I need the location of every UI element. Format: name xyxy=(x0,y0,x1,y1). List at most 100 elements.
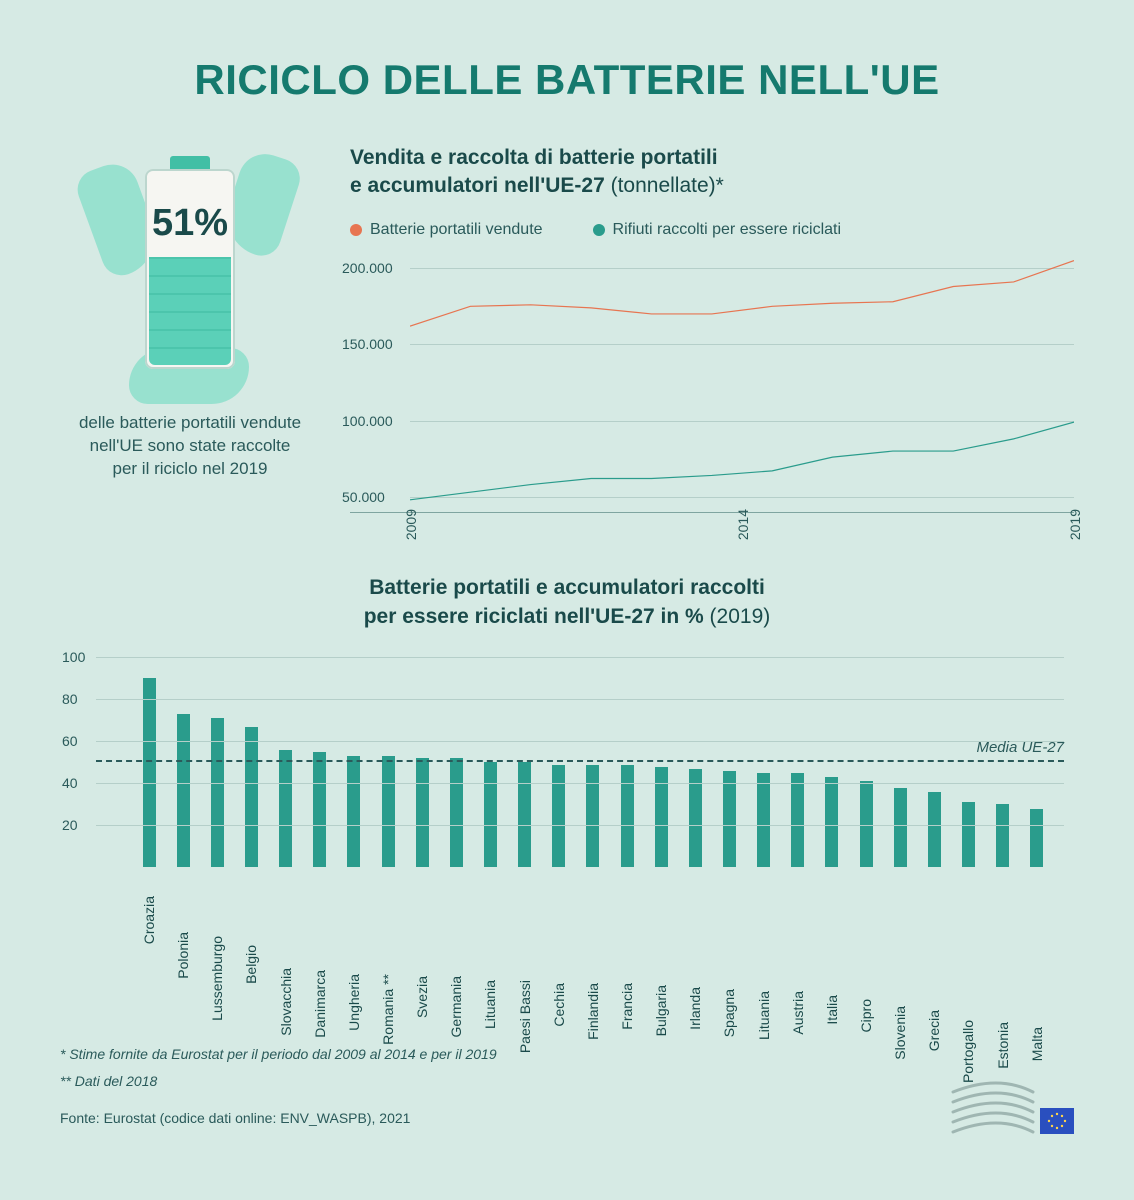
bar-label: Irlanda xyxy=(687,987,703,1030)
top-row: 51% delle batterie portatili vendute nel… xyxy=(60,144,1074,513)
bar-chart: CroaziaPoloniaLussemburgoBelgioSlovacchi… xyxy=(60,657,1074,987)
bar-slot: Portogallo xyxy=(951,802,985,867)
bar xyxy=(825,777,838,867)
bar-slot: Germania xyxy=(439,758,473,867)
bar-slot: Svezia xyxy=(405,758,439,867)
line-chart: 50.000100.000150.000200.000200920142019 xyxy=(350,253,1074,513)
legend-collected: Rifiuti raccolti per essere riciclati xyxy=(593,221,842,239)
bar-slot: Cechia xyxy=(542,765,576,868)
source-line: Fonte: Eurostat (codice dati online: ENV… xyxy=(60,1105,1074,1132)
bar xyxy=(382,756,395,867)
bar-slot: Francia xyxy=(610,765,644,868)
bar-label: Lituania xyxy=(756,991,772,1040)
bar-slot: Finlandia xyxy=(576,765,610,868)
bar-chart-title: Batterie portatili e accumulatori raccol… xyxy=(60,573,1074,632)
bar-label: Austria xyxy=(790,991,806,1035)
bar xyxy=(860,781,873,867)
bar-slot: Danimarca xyxy=(303,752,337,868)
footnote-1: * Stime fornite da Eurostat per il perio… xyxy=(60,1041,1074,1068)
bar-slot: Italia xyxy=(815,777,849,867)
bar xyxy=(518,762,531,867)
bar-slot: Paesi Bassi xyxy=(508,762,542,867)
line-chart-x-label: 2014 xyxy=(735,509,751,540)
bar-slot: Malta xyxy=(1020,809,1054,868)
footnotes: * Stime fornite da Eurostat per il perio… xyxy=(60,1041,1074,1131)
bar xyxy=(655,767,668,868)
legend-sold: Batterie portatili vendute xyxy=(350,221,543,239)
bar xyxy=(416,758,429,867)
bar-slot: Bulgaria xyxy=(644,767,678,868)
avg-line xyxy=(96,760,1064,762)
bar xyxy=(928,792,941,868)
bar-slot: Slovacchia xyxy=(269,750,303,868)
bar-label: Romania ** xyxy=(380,974,396,1045)
bar-slot: Croazia xyxy=(132,678,166,867)
bar-label: Grecia xyxy=(926,1010,942,1051)
bar-label: Slovacchia xyxy=(278,968,294,1036)
bar xyxy=(143,678,156,867)
battery-icon: 51% xyxy=(95,144,285,394)
bar-slot: Ungheria xyxy=(337,756,371,867)
bar-label: Paesi Bassi xyxy=(517,980,533,1053)
bar xyxy=(586,765,599,868)
bar-chart-y-label: 80 xyxy=(62,691,78,707)
line-chart-x-label: 2019 xyxy=(1067,509,1083,540)
bar-slot: Belgio xyxy=(234,727,268,868)
bar-slot: Cipro xyxy=(849,781,883,867)
bar xyxy=(177,714,190,867)
line-chart-y-label: 100.000 xyxy=(342,413,393,429)
bar xyxy=(723,771,736,868)
line-chart-y-label: 50.000 xyxy=(342,489,385,505)
bar-slot: Lituania xyxy=(747,773,781,868)
bar xyxy=(962,802,975,867)
footnote-2: ** Dati del 2018 xyxy=(60,1068,1074,1095)
bar-label: Croazia xyxy=(141,896,157,944)
bar xyxy=(484,762,497,867)
bar-chart-y-label: 100 xyxy=(62,649,85,665)
bar-label: Danimarca xyxy=(312,970,328,1038)
kpi-block: 51% delle batterie portatili vendute nel… xyxy=(60,144,320,513)
bar-label: Malta xyxy=(1029,1027,1045,1061)
bar-label: Lussemburgo xyxy=(209,936,225,1021)
line-chart-legend: Batterie portatili vendute Rifiuti racco… xyxy=(350,221,1074,239)
bar xyxy=(1030,809,1043,868)
bar-chart-y-label: 60 xyxy=(62,733,78,749)
bar-label: Slovenia xyxy=(892,1006,908,1060)
bar xyxy=(313,752,326,868)
legend-dot-sold xyxy=(350,224,362,236)
bar-chart-y-label: 20 xyxy=(62,817,78,833)
bar-label: Svezia xyxy=(414,976,430,1018)
line-chart-y-label: 200.000 xyxy=(342,260,393,276)
bar-label: Estonia xyxy=(995,1022,1011,1069)
bar-chart-plot: CroaziaPoloniaLussemburgoBelgioSlovacchi… xyxy=(96,657,1064,867)
bar-label: Polonia xyxy=(175,932,191,979)
bar-label: Italia xyxy=(824,995,840,1025)
bar-slot: Spagna xyxy=(712,771,746,868)
bar xyxy=(621,765,634,868)
line-chart-section: Vendita e raccolta di batterie portatili… xyxy=(350,144,1074,513)
legend-dot-collected xyxy=(593,224,605,236)
bar xyxy=(791,773,804,868)
bar-label: Ungheria xyxy=(346,974,362,1031)
bar xyxy=(757,773,770,868)
bar xyxy=(245,727,258,868)
bar-label: Cipro xyxy=(858,999,874,1032)
bar-label: Finlandia xyxy=(585,983,601,1040)
page-title: RICICLO DELLE BATTERIE NELL'UE xyxy=(60,56,1074,104)
ep-logo-icon xyxy=(948,1074,1078,1144)
line-chart-x-label: 2009 xyxy=(403,509,419,540)
line-chart-y-label: 150.000 xyxy=(342,336,393,352)
bar xyxy=(279,750,292,868)
line-chart-title: Vendita e raccolta di batterie portatili… xyxy=(350,144,1074,201)
bar-label: Spagna xyxy=(721,989,737,1037)
bar-label: Francia xyxy=(619,983,635,1030)
bar-slot: Slovenia xyxy=(883,788,917,868)
bar-label: Cechia xyxy=(551,983,567,1027)
bar-label: Bulgaria xyxy=(653,985,669,1036)
bar-slot: Grecia xyxy=(917,792,951,868)
bar-slot: Lituania xyxy=(473,762,507,867)
bars-container: CroaziaPoloniaLussemburgoBelgioSlovacchi… xyxy=(132,657,1054,867)
bar-label: Lituania xyxy=(482,980,498,1029)
bar-slot: Austria xyxy=(781,773,815,868)
bar-chart-y-label: 40 xyxy=(62,775,78,791)
